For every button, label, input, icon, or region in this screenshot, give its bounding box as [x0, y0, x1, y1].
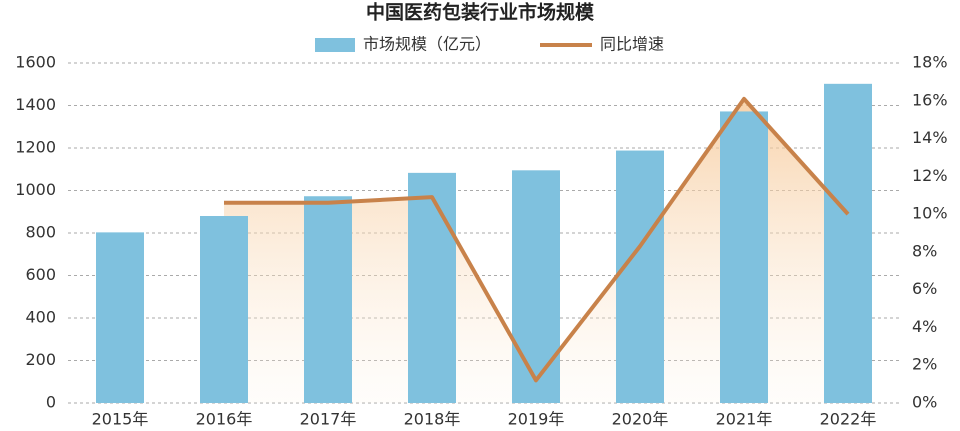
bar	[512, 170, 560, 403]
y-tick-label: 0	[46, 393, 56, 412]
y2-tick-label: 2%	[912, 355, 937, 374]
y-tick-label: 1600	[15, 53, 56, 72]
y2-tick-label: 4%	[912, 317, 937, 336]
y-tick-label: 1400	[15, 95, 56, 114]
bar	[824, 83, 872, 403]
y2-tick-label: 14%	[912, 128, 948, 147]
legend-swatch	[315, 38, 355, 52]
y-tick-label: 1000	[15, 180, 56, 199]
line	[224, 96, 850, 383]
y-tick-label: 1200	[15, 138, 56, 157]
legend-label: 同比增速	[600, 35, 664, 54]
y2-tick-label: 10%	[912, 204, 948, 223]
bar	[616, 150, 664, 403]
bar	[96, 232, 144, 403]
x-tick-label: 2021年	[716, 410, 773, 429]
y2-tick-label: 16%	[912, 90, 948, 109]
y-tick-label: 600	[25, 265, 56, 284]
legend-label: 市场规模（亿元）	[363, 35, 491, 54]
x-tick-label: 2018年	[404, 410, 461, 429]
bar	[200, 216, 248, 403]
x-tick-label: 2016年	[196, 410, 253, 429]
y-tick-label: 200	[25, 350, 56, 369]
y-tick-label: 400	[25, 308, 56, 327]
x-tick-label: 2020年	[612, 410, 669, 429]
y2-tick-label: 8%	[912, 241, 937, 260]
bar	[408, 172, 456, 403]
x-tick-label: 2022年	[820, 410, 877, 429]
y2-tick-label: 12%	[912, 166, 948, 185]
y-tick-label: 800	[25, 223, 56, 242]
bar	[720, 111, 768, 403]
y2-tick-label: 0%	[912, 393, 937, 412]
bar	[304, 196, 352, 403]
chart-title: 中国医药包装行业市场规模	[366, 1, 595, 24]
x-tick-label: 2019年	[508, 410, 565, 429]
x-tick-label: 2017年	[300, 410, 357, 429]
y2-tick-label: 6%	[912, 279, 937, 298]
y2-tick-label: 18%	[912, 53, 948, 72]
x-tick-label: 2015年	[92, 410, 149, 429]
